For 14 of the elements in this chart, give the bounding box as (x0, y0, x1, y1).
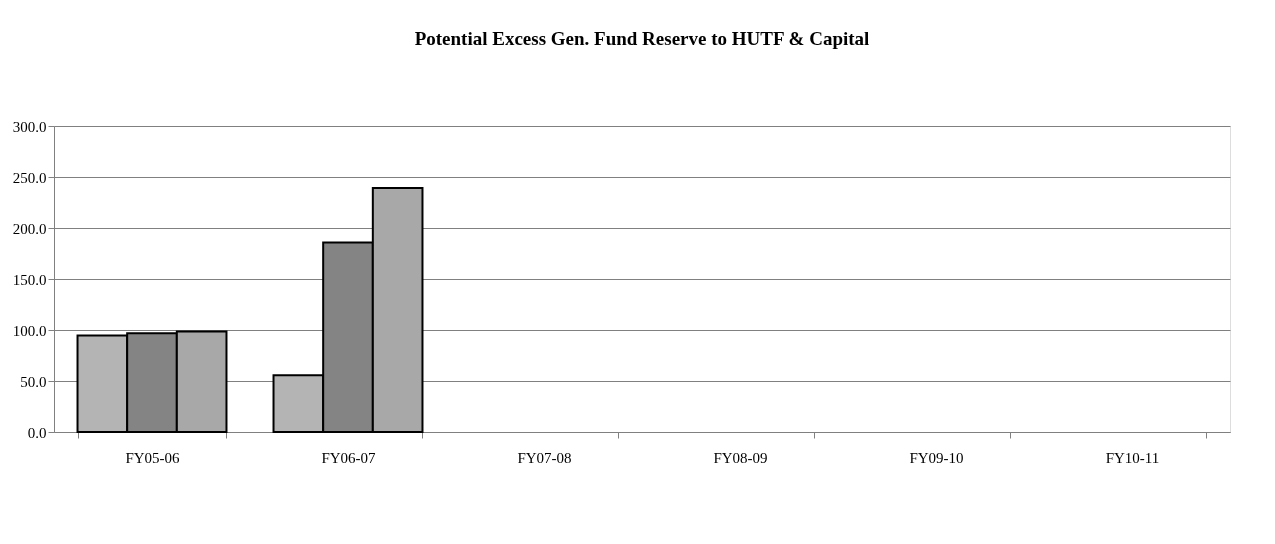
x-tick-label: FY07-08 (517, 449, 572, 466)
y-tick-label: 200.0 (12, 220, 47, 237)
chart-title: Potential Excess Gen. Fund Reserve to HUTF & Capital (414, 28, 870, 49)
x-tick-label: FY10-11 (1105, 449, 1160, 466)
x-tick-label: FY09-10 (909, 449, 964, 466)
x-tick-label: FY06-07 (321, 449, 377, 466)
y-tick-label: 0.0 (27, 424, 47, 441)
x-tick-label: FY05-06 (125, 449, 181, 466)
x-tick-label: FY08-09 (713, 449, 768, 466)
y-tick-label: 50.0 (20, 373, 47, 390)
y-tick-label: 150.0 (12, 271, 47, 288)
y-tick-label: 300.0 (12, 118, 47, 135)
y-tick-label: 100.0 (12, 322, 47, 339)
y-tick-label: 250.0 (12, 169, 47, 186)
